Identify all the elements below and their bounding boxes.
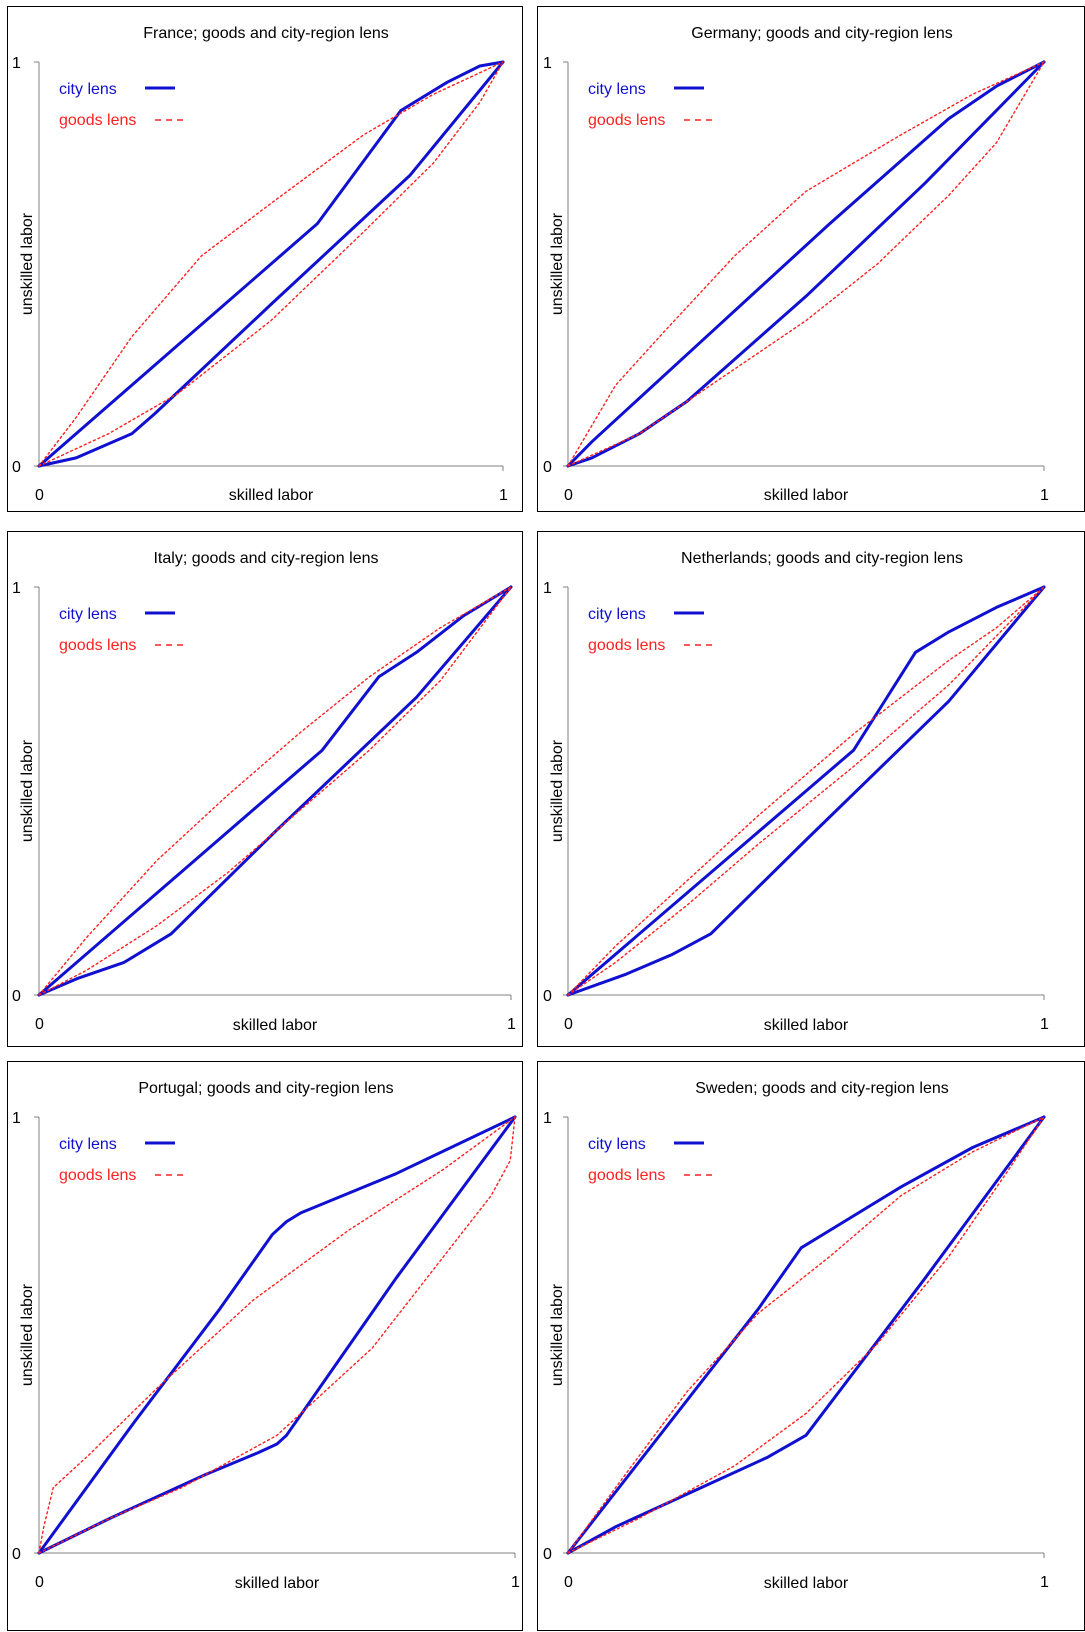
x-tick-label: 1	[507, 1016, 516, 1033]
city-lens-upper-line	[566, 1115, 1046, 1555]
city-lens-lower-line	[566, 1115, 1046, 1555]
y-tick-label: 0	[12, 1546, 21, 1563]
city-lens-upper-line	[37, 60, 505, 468]
legend-label-goods: goods lens	[59, 1167, 136, 1184]
legend-label-city: city lens	[59, 606, 117, 623]
chart-svg: Sweden; goods and city-region lens 1 00 1 sk…	[543, 1080, 1049, 1592]
legend-label-city: city lens	[59, 1136, 117, 1153]
x-axis-label: skilled labor	[764, 487, 849, 504]
chart-panel-netherlands: Netherlands; goods and city-region lens 1…	[537, 531, 1085, 1047]
y-tick-label: 0	[12, 459, 21, 476]
goods-lens-lower-line	[38, 1116, 516, 1554]
y-tick-label: 1	[12, 55, 21, 72]
x-tick-label: 0	[35, 1016, 44, 1033]
x-axis-label: skilled labor	[764, 1575, 849, 1592]
legend-label-goods: goods lens	[588, 1167, 665, 1184]
city-lens-lower-line	[37, 60, 505, 468]
goods-lens-lower-line	[567, 1116, 1045, 1554]
x-tick-label: 0	[35, 1574, 44, 1591]
chart-svg: Netherlands; goods and city-region lens 1…	[543, 550, 1049, 1034]
legend-label-city: city lens	[588, 606, 646, 623]
x-tick-label: 1	[511, 1574, 520, 1591]
goods-lens-upper-line	[567, 586, 1045, 996]
chart-panel-italy: Italy; goods and city-region lens 1 0 0 1 ski…	[7, 531, 523, 1047]
y-axis-label: unskilled labor	[19, 739, 36, 842]
chart-title: Netherlands; goods and city-region lens	[681, 550, 963, 567]
goods-lens-upper-line	[38, 61, 504, 467]
y-tick-label: 0	[543, 459, 552, 476]
goods-lens-lower-line	[38, 61, 504, 467]
goods-lens-upper-line	[38, 586, 512, 996]
y-tick-label: 1	[12, 1110, 21, 1127]
x-axis-label: skilled labor	[235, 1575, 320, 1592]
chart-svg: Portugal; goods and city-region lens 1 00 1…	[12, 1080, 520, 1592]
goods-lens-upper-line	[567, 61, 1045, 467]
y-tick-label: 0	[12, 988, 21, 1005]
x-tick-label: 1	[1040, 487, 1049, 504]
legend-label-city: city lens	[588, 1136, 646, 1153]
y-tick-label: 1	[543, 1110, 552, 1127]
x-axis-label: skilled labor	[764, 1017, 849, 1034]
y-axis-label: unskilled labor	[19, 1283, 36, 1386]
y-tick-label: 0	[543, 1546, 552, 1563]
goods-lens-lower-line	[567, 61, 1045, 467]
x-axis-label: skilled labor	[233, 1017, 318, 1034]
chart-svg: Italy; goods and city-region lens 1 00 1 ski…	[12, 550, 516, 1034]
x-tick-label: 0	[564, 1016, 573, 1033]
chart-panel-france: France; goods and city-region lens 1 0 0 1 sk…	[7, 6, 523, 512]
y-axis-label: unskilled labor	[19, 212, 36, 315]
chart-svg: France; goods and city-region lens 1 00 1 sk…	[12, 25, 508, 504]
chart-panel-germany: Germany; goods and city-region lens 1 0 0 1 s…	[537, 6, 1085, 512]
city-lens-lower-line	[566, 585, 1046, 997]
chart-title: Italy; goods and city-region lens	[153, 550, 378, 567]
goods-lens-upper-line	[38, 1116, 516, 1554]
legend-label-goods: goods lens	[588, 112, 665, 129]
y-axis-label: unskilled labor	[549, 212, 566, 315]
y-tick-label: 0	[543, 988, 552, 1005]
goods-lens-lower-line	[567, 586, 1045, 996]
city-lens-upper-line	[566, 585, 1046, 997]
x-tick-label: 1	[1040, 1574, 1049, 1591]
x-tick-label: 1	[1040, 1016, 1049, 1033]
x-tick-label: 1	[499, 487, 508, 504]
y-tick-label: 1	[543, 55, 552, 72]
y-tick-label: 1	[543, 580, 552, 597]
x-tick-label: 0	[564, 1574, 573, 1591]
chart-title: Germany; goods and city-region lens	[691, 25, 952, 42]
y-axis-label: unskilled labor	[549, 739, 566, 842]
chart-panel-portugal: Portugal; goods and city-region lens 1 0 0 1…	[7, 1061, 523, 1631]
legend-label-city: city lens	[59, 81, 117, 98]
y-axis-label: unskilled labor	[549, 1283, 566, 1386]
legend-label-goods: goods lens	[588, 637, 665, 654]
chart-title: Portugal; goods and city-region lens	[138, 1080, 393, 1097]
y-tick-label: 1	[12, 580, 21, 597]
city-lens-lower-line	[37, 585, 513, 997]
city-lens-upper-line	[37, 1115, 517, 1555]
goods-lens-upper-line	[567, 1116, 1045, 1554]
legend-label-goods: goods lens	[59, 112, 136, 129]
goods-lens-lower-line	[38, 586, 512, 996]
chart-title: Sweden; goods and city-region lens	[695, 1080, 949, 1097]
city-lens-upper-line	[37, 585, 513, 997]
chart-svg: Germany; goods and city-region lens 1 00 1 s…	[543, 25, 1049, 504]
x-tick-label: 0	[564, 487, 573, 504]
legend-label-goods: goods lens	[59, 637, 136, 654]
chart-title: France; goods and city-region lens	[143, 25, 388, 42]
x-tick-label: 0	[35, 487, 44, 504]
legend-label-city: city lens	[588, 81, 646, 98]
x-axis-label: skilled labor	[229, 487, 314, 504]
chart-panel-sweden: Sweden; goods and city-region lens 1 0 0 1 sk…	[537, 1061, 1085, 1631]
city-lens-upper-line	[566, 60, 1046, 468]
